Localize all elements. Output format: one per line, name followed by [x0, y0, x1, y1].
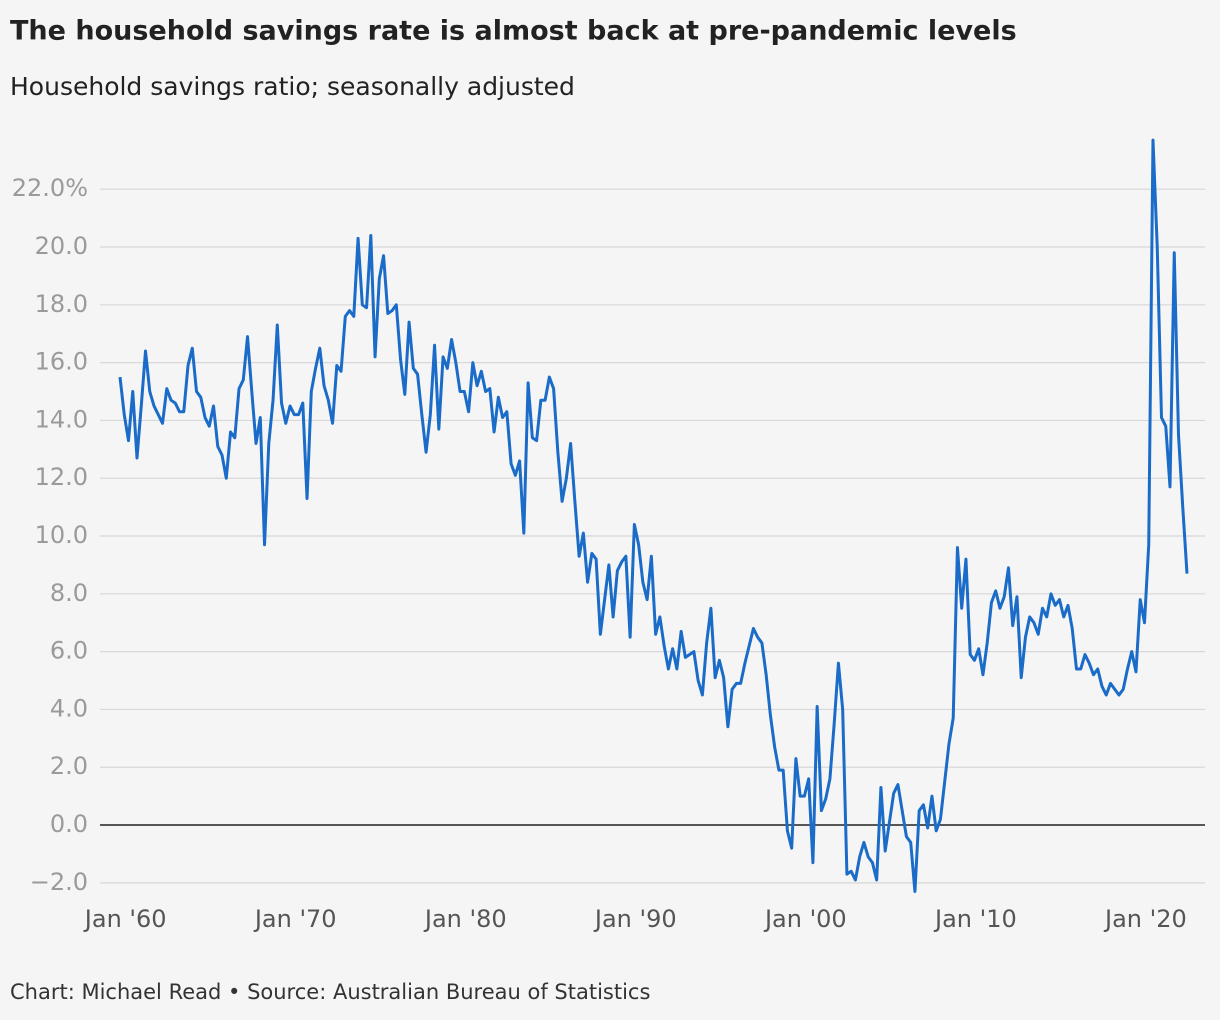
y-tick-label: 16.0 — [35, 348, 88, 376]
x-tick-label: Jan '90 — [593, 905, 677, 933]
y-tick-label: 2.0 — [50, 752, 88, 780]
y-tick-label: 18.0 — [35, 290, 88, 318]
x-tick-label: Jan '00 — [763, 905, 847, 933]
y-tick-label: 14.0 — [35, 405, 88, 433]
x-tick-label: Jan '20 — [1103, 905, 1187, 933]
y-tick-label: 6.0 — [50, 637, 88, 665]
y-tick-label: 8.0 — [50, 579, 88, 607]
chart-source: Chart: Michael Read • Source: Australian… — [10, 980, 650, 1004]
y-tick-label: 10.0 — [35, 521, 88, 549]
grid: −2.0 0.0 2.0 4.0 6.0 8.0 10.0 12.0 14.0 16.0 18.0 2… — [12, 174, 1205, 933]
plot — [118, 138, 1189, 894]
y-tick-label: 12.0 — [35, 463, 88, 491]
x-tick-label: Jan '70 — [253, 905, 337, 933]
chart-title: The household savings rate is almost bac… — [10, 16, 1017, 47]
y-tick-label: 20.0 — [35, 232, 88, 260]
y-tick-label: 4.0 — [50, 694, 88, 722]
x-tick-label: Jan '10 — [933, 905, 1017, 933]
y-tick-label: −2.0 — [30, 868, 88, 896]
y-tick-label: 0.0 — [50, 810, 88, 838]
savings-line — [118, 138, 1189, 894]
x-tick-label: Jan '80 — [423, 905, 507, 933]
y-tick-label: 22.0% — [12, 174, 88, 202]
x-tick-label: Jan '60 — [83, 905, 167, 933]
chart-subtitle: Household savings ratio; seasonally adju… — [10, 72, 575, 101]
